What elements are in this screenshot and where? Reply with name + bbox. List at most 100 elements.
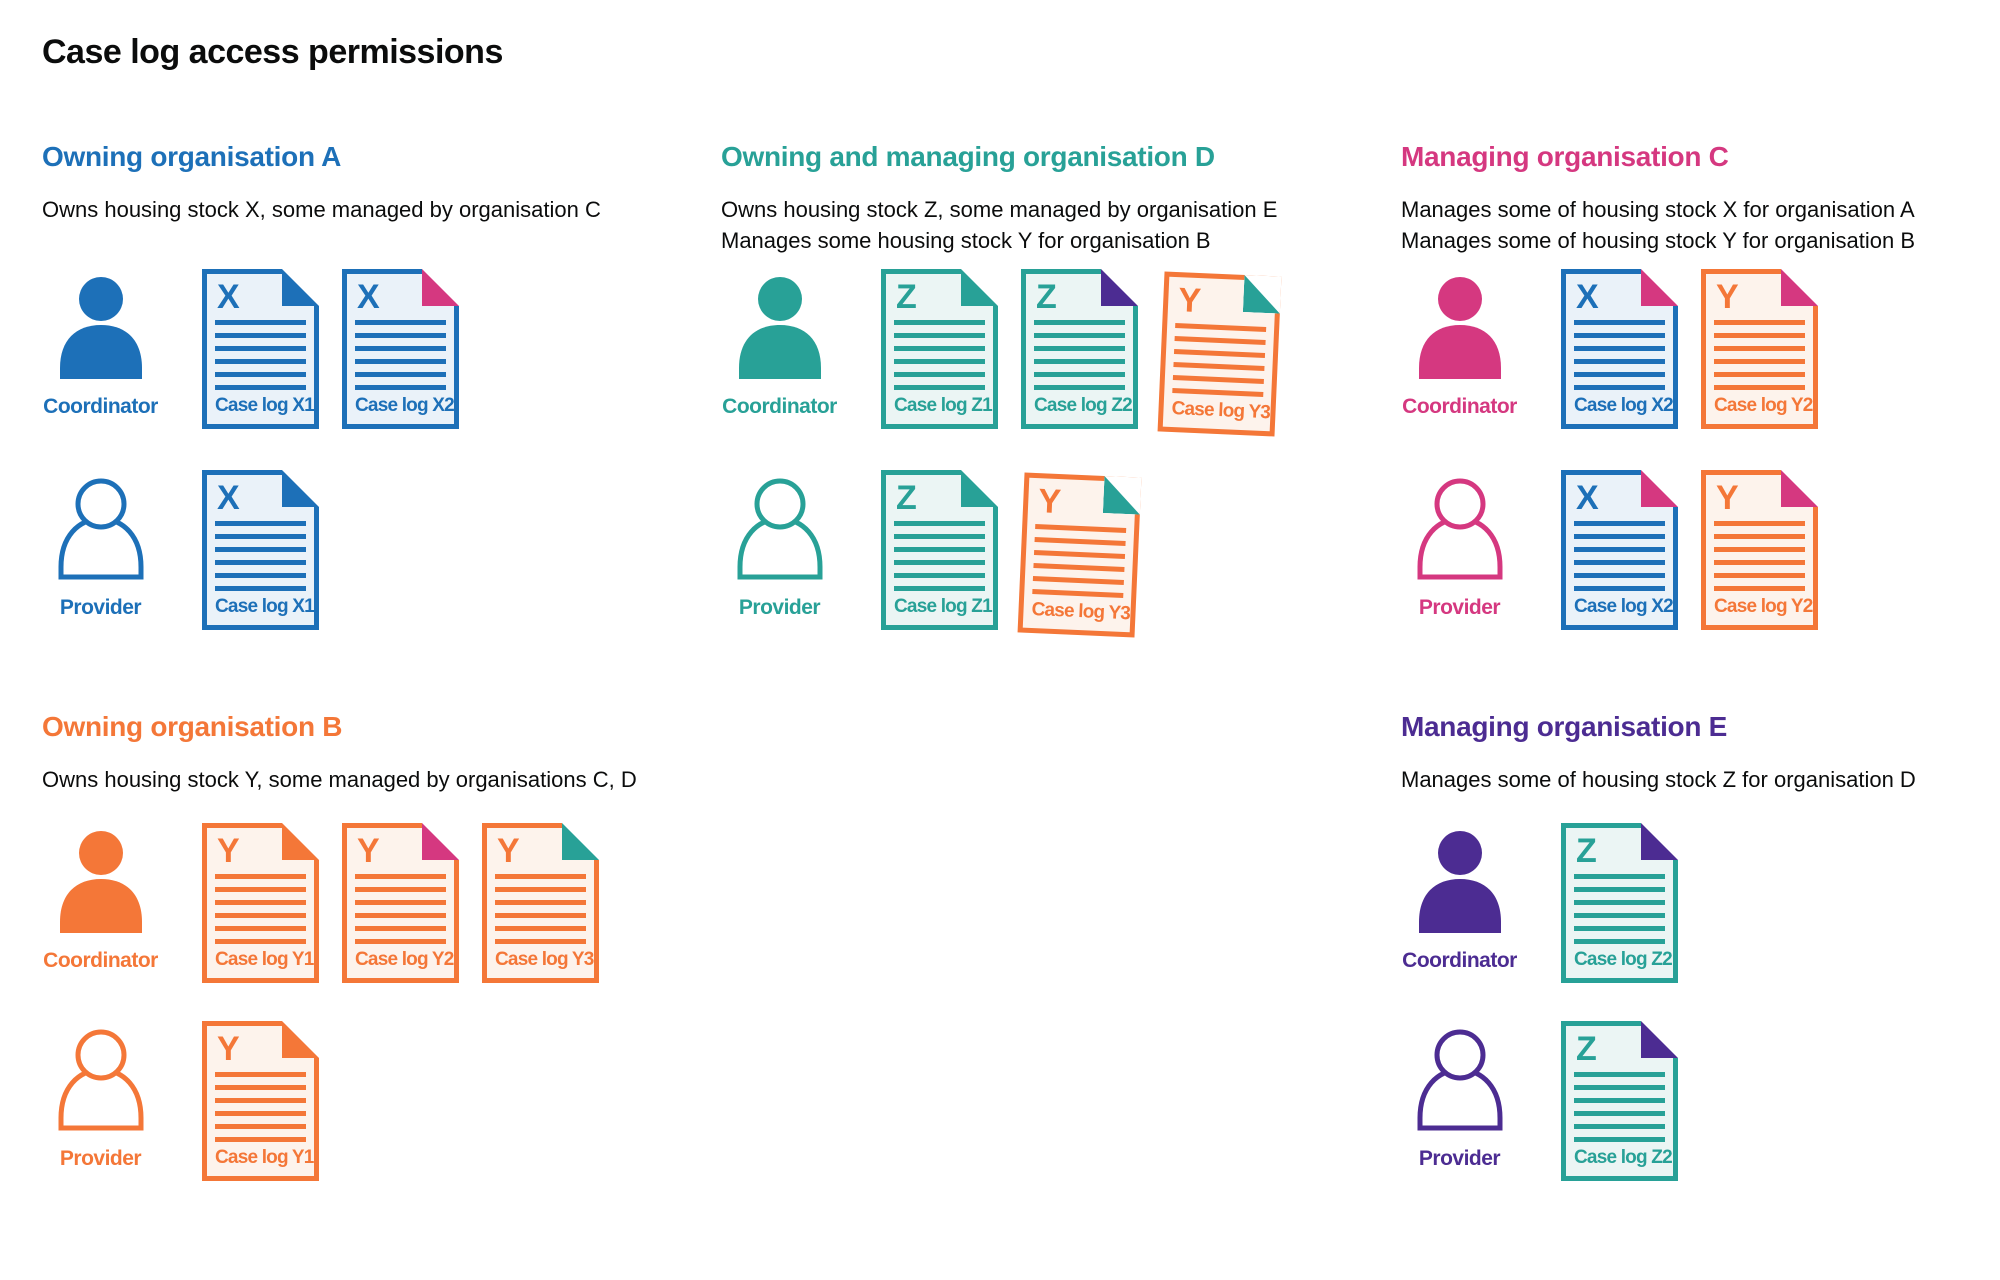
provider-person-icon — [1417, 478, 1502, 580]
doc-stock-letter: Y — [1716, 278, 1739, 316]
coordinator-person-icon — [59, 277, 142, 379]
case-log-docs: Y Case log Y1 — [202, 1021, 319, 1181]
folded-corner-icon — [1102, 476, 1142, 515]
role-label: Coordinator — [43, 395, 158, 418]
doc-stock-letter: X — [217, 479, 240, 517]
folded-corner-icon — [1641, 1021, 1678, 1058]
doc-stock-letter: Y — [1716, 479, 1739, 517]
provider-person-icon — [58, 1029, 143, 1131]
section-title: Owning organisation A — [42, 141, 342, 172]
doc-label: Case log Z1 — [894, 596, 993, 617]
row-provider: Provider Y Case log Y1 — [42, 1021, 319, 1181]
case-log-doc: Z Case log Z2 — [1561, 823, 1678, 983]
coordinator-person: Coordinator — [721, 269, 838, 419]
provider-person: Provider — [1401, 470, 1518, 620]
doc-stock-letter: Y — [1037, 482, 1062, 522]
row-coordinator: Coordinator X Case log X2 Y Case log Y2 — [1401, 269, 1818, 429]
coordinator-person: Coordinator — [1401, 269, 1518, 419]
doc-label: Case log Y3 — [1171, 397, 1271, 424]
coordinator-person: Coordinator — [1401, 823, 1518, 973]
page-title: Case log access permissions — [42, 33, 503, 71]
case-log-doc: Z Case log Z1 — [881, 470, 998, 630]
doc-text-lines — [1034, 320, 1125, 390]
coordinator-person: Coordinator — [42, 269, 159, 419]
doc-text-lines — [1574, 874, 1665, 944]
doc-label: Case log Z1 — [894, 395, 993, 416]
row-coordinator: Coordinator X Case log X1 X Case log X2 — [42, 269, 459, 429]
folded-corner-icon — [282, 823, 319, 860]
role-label: Coordinator — [1402, 395, 1517, 418]
folded-corner-icon — [1641, 470, 1678, 507]
doc-label: Case log Z2 — [1574, 949, 1673, 970]
case-log-doc: Y Case log Y1 — [202, 1021, 319, 1181]
case-log-doc: Z Case log Z2 — [1561, 1021, 1678, 1181]
folded-corner-icon — [1641, 269, 1678, 306]
case-log-doc: X Case log X1 — [202, 269, 319, 429]
coordinator-person-icon — [59, 831, 142, 933]
provider-person-icon — [58, 478, 143, 580]
doc-text-lines — [1574, 521, 1665, 591]
row-provider: Provider Z Case log Z1 Y Case log Y3 — [721, 470, 1142, 638]
doc-text-lines — [1032, 524, 1127, 598]
doc-stock-letter: Z — [896, 278, 917, 316]
doc-stock-letter: Z — [1576, 1030, 1597, 1068]
doc-stock-letter: Y — [357, 832, 380, 870]
folded-corner-icon — [1781, 269, 1818, 306]
doc-text-lines — [894, 521, 985, 591]
case-log-doc: Z Case log Z1 — [881, 269, 998, 429]
doc-label: Case log Z2 — [1034, 395, 1133, 416]
row-provider: Provider X Case log X2 Y Case log Y2 — [1401, 470, 1818, 630]
doc-stock-letter: Y — [217, 1030, 240, 1068]
case-log-doc: X Case log X2 — [1561, 470, 1678, 630]
case-log-doc: Y Case log Y2 — [342, 823, 459, 983]
doc-text-lines — [1574, 320, 1665, 390]
row-provider: Provider X Case log X1 — [42, 470, 319, 630]
role-label: Provider — [59, 596, 142, 619]
doc-text-lines — [215, 874, 306, 944]
provider-person: Provider — [42, 470, 159, 620]
folded-corner-icon — [422, 269, 459, 306]
doc-label: Case log X1 — [215, 395, 315, 416]
row-coordinator: Coordinator Z Case log Z1 Z Case log Z2 Y Case… — [721, 269, 1282, 437]
provider-person-icon — [737, 478, 822, 580]
doc-stock-letter: Z — [896, 479, 917, 517]
role-label: Coordinator — [43, 949, 158, 972]
section-description: Owns housing stock Z, some managed by or… — [721, 197, 1278, 253]
doc-text-lines — [894, 320, 985, 390]
case-log-docs: X Case log X1 X Case log X2 — [202, 269, 459, 429]
role-label: Coordinator — [1402, 949, 1517, 972]
folded-corner-icon — [1641, 823, 1678, 860]
case-log-docs: X Case log X1 — [202, 470, 319, 630]
case-log-doc: Y Case log Y2 — [1701, 470, 1818, 630]
section-title: Owning organisation B — [42, 711, 343, 742]
doc-label: Case log Z2 — [1574, 1147, 1673, 1168]
coordinator-person: Coordinator — [42, 823, 159, 973]
doc-stock-letter: X — [1576, 479, 1599, 517]
doc-label: Case log Y2 — [355, 949, 454, 970]
role-label: Coordinator — [722, 395, 837, 418]
folded-corner-icon — [1781, 470, 1818, 507]
role-label: Provider — [1418, 1147, 1501, 1170]
doc-text-lines — [355, 320, 446, 390]
case-log-docs: Z Case log Z2 — [1561, 823, 1678, 983]
case-log-docs: Z Case log Z2 — [1561, 1021, 1678, 1181]
folded-corner-icon — [1242, 275, 1282, 314]
coordinator-person-icon — [1418, 831, 1501, 933]
coordinator-person-icon — [1418, 277, 1501, 379]
doc-text-lines — [1714, 320, 1805, 390]
doc-stock-letter: Y — [497, 832, 520, 870]
folded-corner-icon — [1101, 269, 1138, 306]
doc-label: Case log Y2 — [1714, 395, 1813, 416]
doc-stock-letter: Z — [1576, 832, 1597, 870]
doc-stock-letter: Z — [1036, 278, 1057, 316]
doc-label: Case log X2 — [355, 395, 455, 416]
case-log-docs: Z Case log Z1 Y Case log Y3 — [881, 470, 1142, 638]
doc-label: Case log Y2 — [1714, 596, 1813, 617]
section-description: Owns housing stock X, some managed by or… — [42, 197, 601, 222]
folded-corner-icon — [282, 1021, 319, 1058]
doc-text-lines — [1172, 323, 1267, 397]
case-log-doc: X Case log X1 — [202, 470, 319, 630]
doc-label: Case log X2 — [1574, 395, 1674, 416]
doc-text-lines — [215, 320, 306, 390]
